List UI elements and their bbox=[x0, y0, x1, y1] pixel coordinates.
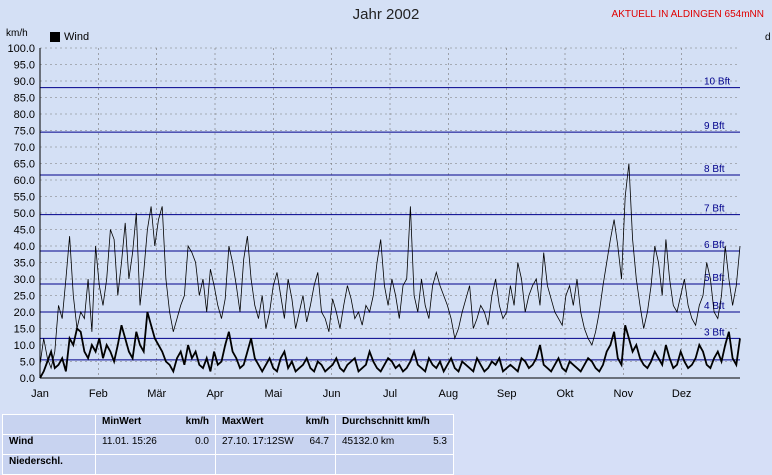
y-tick-label: 0.0 bbox=[20, 373, 35, 385]
y-tick-label: 75.0 bbox=[14, 126, 35, 138]
location-badge[interactable]: AKTUELL IN ALDINGEN 654mNN bbox=[611, 9, 764, 20]
stats-header-row: MinWert km/h MaxWert km/h Durchschnitt km/… bbox=[2, 414, 454, 435]
beaufort-label: 5 Bft bbox=[704, 273, 725, 284]
beaufort-label: 3 Bft bbox=[704, 327, 725, 338]
y-unit-right: d bbox=[765, 32, 771, 43]
y-tick-label: 35.0 bbox=[14, 258, 35, 270]
y-tick-label: 55.0 bbox=[14, 192, 35, 204]
stats-panel: MinWert km/h MaxWert km/h Durchschnitt km/… bbox=[0, 410, 772, 475]
legend-swatch bbox=[50, 32, 60, 42]
beaufort-label: 4 Bft bbox=[704, 301, 725, 312]
y-unit-left: km/h bbox=[6, 28, 28, 39]
min-cell: 11.01. 15:26 0.0 bbox=[95, 434, 216, 455]
y-tick-label: 10.0 bbox=[14, 340, 35, 352]
y-tick-label: 20.0 bbox=[14, 307, 35, 319]
plot-svg: 0.0 5.0 10.0 15.0 20.0 25.0 30.0 35.0 40.0 45.0 50… bbox=[7, 43, 741, 400]
stats-table: MinWert km/h MaxWert km/h Durchschnitt km/… bbox=[2, 414, 454, 475]
series-line-gust bbox=[39, 163, 741, 370]
x-tick-label: Feb bbox=[89, 388, 108, 400]
x-tick-label: Jul bbox=[383, 388, 397, 400]
x-tick-label: Okt bbox=[556, 388, 573, 400]
beaufort-label: 8 Bft bbox=[704, 164, 725, 175]
x-tick-label: Mär bbox=[147, 388, 166, 400]
x-tick-label: Mai bbox=[264, 388, 282, 400]
y-tick-label: 25.0 bbox=[14, 291, 35, 303]
max-header: MaxWert km/h bbox=[215, 414, 336, 435]
x-tick-label: Nov bbox=[614, 388, 634, 400]
y-tick-label: 70.0 bbox=[14, 142, 35, 154]
beaufort-label: 7 Bft bbox=[704, 204, 725, 215]
y-tick-label: 65.0 bbox=[14, 159, 35, 171]
legend: Wind bbox=[50, 31, 89, 43]
x-tick-label: Jun bbox=[323, 388, 341, 400]
chart-area: Jahr 2002 AKTUELL IN ALDINGEN 654mNN km/… bbox=[6, 6, 771, 400]
stats-row-wind: Wind 11.01. 15:26 0.0 27.10. 17:12SW 64.7 … bbox=[2, 434, 454, 455]
avg-header: Durchschnitt km/h bbox=[335, 414, 454, 435]
max-cell: 27.10. 17:12SW 64.7 bbox=[215, 434, 336, 455]
y-tick-label: 5.0 bbox=[20, 357, 35, 369]
y-tick-label: 80.0 bbox=[14, 109, 35, 121]
y-tick-label: 60.0 bbox=[14, 175, 35, 187]
y-tick-label: 45.0 bbox=[14, 225, 35, 237]
y-tick-label: 15.0 bbox=[14, 324, 35, 336]
avg-cell: 45132.0 km 5.3 bbox=[335, 434, 454, 455]
chart-title: Jahr 2002 bbox=[352, 6, 420, 23]
x-tick-label: Sep bbox=[497, 388, 517, 400]
y-tick-label: 50.0 bbox=[14, 208, 35, 220]
x-tick-label: Dez bbox=[672, 388, 692, 400]
beaufort-label: 6 Bft bbox=[704, 240, 725, 251]
y-tick-label: 95.0 bbox=[14, 60, 35, 72]
y-tick-label: 30.0 bbox=[14, 274, 35, 286]
x-tick-label: Aug bbox=[439, 388, 459, 400]
y-tick-label: 40.0 bbox=[14, 241, 35, 253]
y-tick-label: 85.0 bbox=[14, 93, 35, 105]
y-tick-label: 90.0 bbox=[14, 76, 35, 88]
beaufort-label: 9 Bft bbox=[704, 121, 725, 132]
x-tick-label: Apr bbox=[206, 388, 223, 400]
legend-label: Wind bbox=[64, 31, 90, 43]
min-header: MinWert km/h bbox=[95, 414, 216, 435]
stats-corner bbox=[2, 414, 96, 435]
x-tick-label: Jan bbox=[31, 388, 49, 400]
beaufort-label: 10 Bft bbox=[704, 77, 730, 88]
series-line-avg bbox=[39, 311, 741, 379]
row-label: Wind bbox=[2, 434, 96, 455]
y-tick-label: 100.0 bbox=[7, 43, 35, 55]
